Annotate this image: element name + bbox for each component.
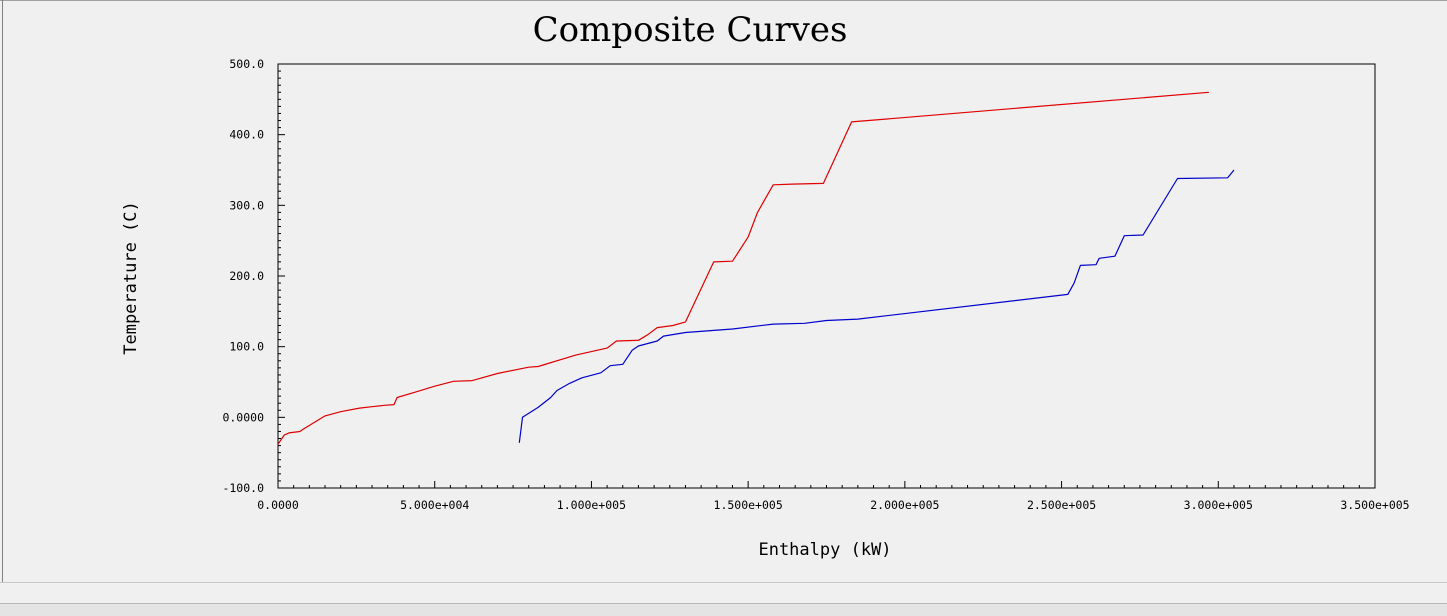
x-tick-label: 3.000e+005 xyxy=(1184,498,1253,512)
composite-curves-chart: Composite Curves Temperature (C) Enthalp… xyxy=(121,10,1410,560)
series-lines xyxy=(277,91,1235,445)
plot-frame xyxy=(277,63,1376,489)
y-tick-label: 200.0 xyxy=(229,269,264,283)
x-axis-title: Enthalpy (kW) xyxy=(758,540,891,560)
cold-composite-curve xyxy=(518,169,1235,443)
x-tick-label: 2.000e+005 xyxy=(870,498,939,512)
x-tick-label: 5.000e+004 xyxy=(400,498,469,512)
x-tick-label: 0.0000 xyxy=(257,498,299,512)
window-bottom-border xyxy=(0,582,1447,583)
window-top-border xyxy=(0,0,1447,1)
y-tick-label: 400.0 xyxy=(229,128,264,142)
x-tick-label: 1.500e+005 xyxy=(714,498,783,512)
y-tick-label: 300.0 xyxy=(229,198,264,212)
window-left-border xyxy=(2,0,3,582)
y-tick-label: 0.0000 xyxy=(222,410,264,424)
x-tick-label: 2.500e+005 xyxy=(1027,498,1096,512)
axes: -100.0 0.0000 100.0 200.0 300.0 400.0 500.0 0.0… xyxy=(222,57,1409,512)
y-axis-title: Temperature (C) xyxy=(121,201,141,355)
status-bar xyxy=(0,603,1447,616)
y-tick-label: 500.0 xyxy=(229,57,264,71)
x-tick-label: 1.000e+005 xyxy=(557,498,626,512)
chart-title: Composite Curves xyxy=(533,10,848,50)
y-tick-label: 100.0 xyxy=(229,340,264,354)
y-tick-label: -100.0 xyxy=(222,481,264,495)
hot-composite-curve xyxy=(277,91,1209,445)
x-tick-label: 3.500e+005 xyxy=(1340,498,1409,512)
